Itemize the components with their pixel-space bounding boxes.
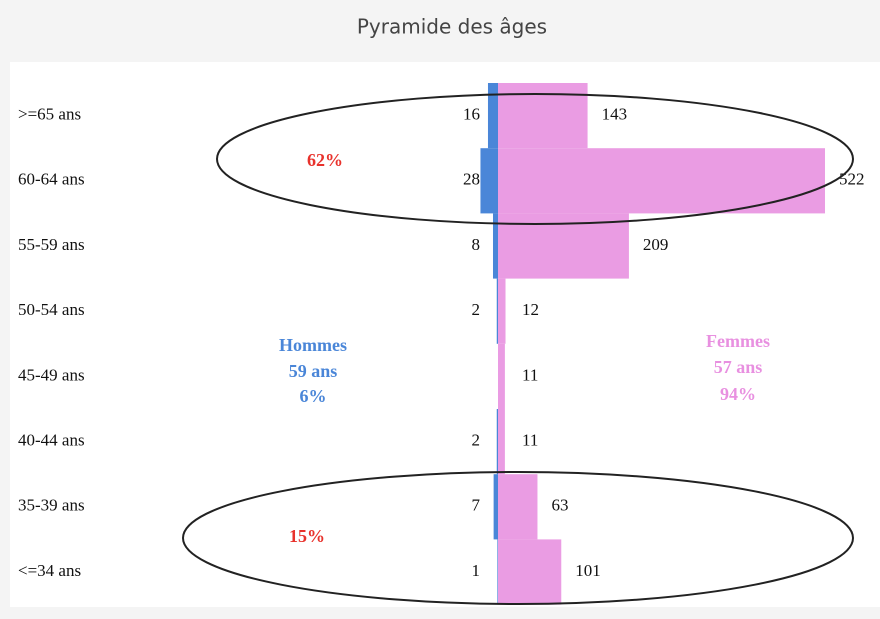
bar: [498, 409, 505, 475]
bar: [496, 409, 498, 475]
annotation: 62%: [307, 150, 343, 170]
value-label: 12: [522, 300, 539, 319]
bar: [492, 213, 498, 279]
annotation: Hommes: [279, 335, 347, 355]
bar: [498, 278, 506, 344]
value-label: 2: [472, 431, 481, 450]
value-label: 28: [463, 170, 480, 189]
value-label: 7: [472, 496, 481, 515]
value-label: 2: [472, 300, 481, 319]
bar: [498, 83, 588, 149]
category-label: 35-39 ans: [18, 496, 85, 515]
annotation: 6%: [300, 386, 327, 406]
annotation: 57 ans: [714, 357, 763, 377]
annotation: 15%: [289, 526, 325, 546]
chart-title: Pyramide des âges: [357, 15, 547, 39]
bar: [480, 148, 498, 214]
category-label: 55-59 ans: [18, 235, 85, 254]
bar: [498, 148, 825, 214]
category-label: <=34 ans: [18, 561, 81, 580]
annotation: 59 ans: [289, 361, 338, 381]
bar: [493, 474, 498, 540]
value-label: 522: [839, 170, 865, 189]
category-label: 45-49 ans: [18, 365, 85, 384]
annotation: 94%: [720, 384, 756, 404]
category-label: 40-44 ans: [18, 431, 85, 450]
category-label: >=65 ans: [18, 105, 81, 124]
annotation: Femmes: [706, 331, 770, 351]
value-label: 16: [463, 105, 480, 124]
bar: [498, 539, 562, 605]
value-label: 1: [472, 561, 481, 580]
value-label: 143: [602, 105, 628, 124]
bar: [496, 278, 498, 344]
highlight-ellipse: [216, 93, 854, 225]
value-label: 63: [551, 496, 568, 515]
bar: [497, 539, 498, 605]
value-label: 11: [522, 365, 538, 384]
value-label: 209: [643, 235, 669, 254]
bar: [498, 343, 505, 409]
category-label: 50-54 ans: [18, 300, 85, 319]
category-label: 60-64 ans: [18, 170, 85, 189]
value-label: 101: [575, 561, 601, 580]
value-label: 8: [472, 235, 481, 254]
bar: [498, 474, 538, 540]
bar: [487, 83, 498, 149]
value-label: 11: [522, 431, 538, 450]
highlight-ellipse: [182, 471, 854, 605]
